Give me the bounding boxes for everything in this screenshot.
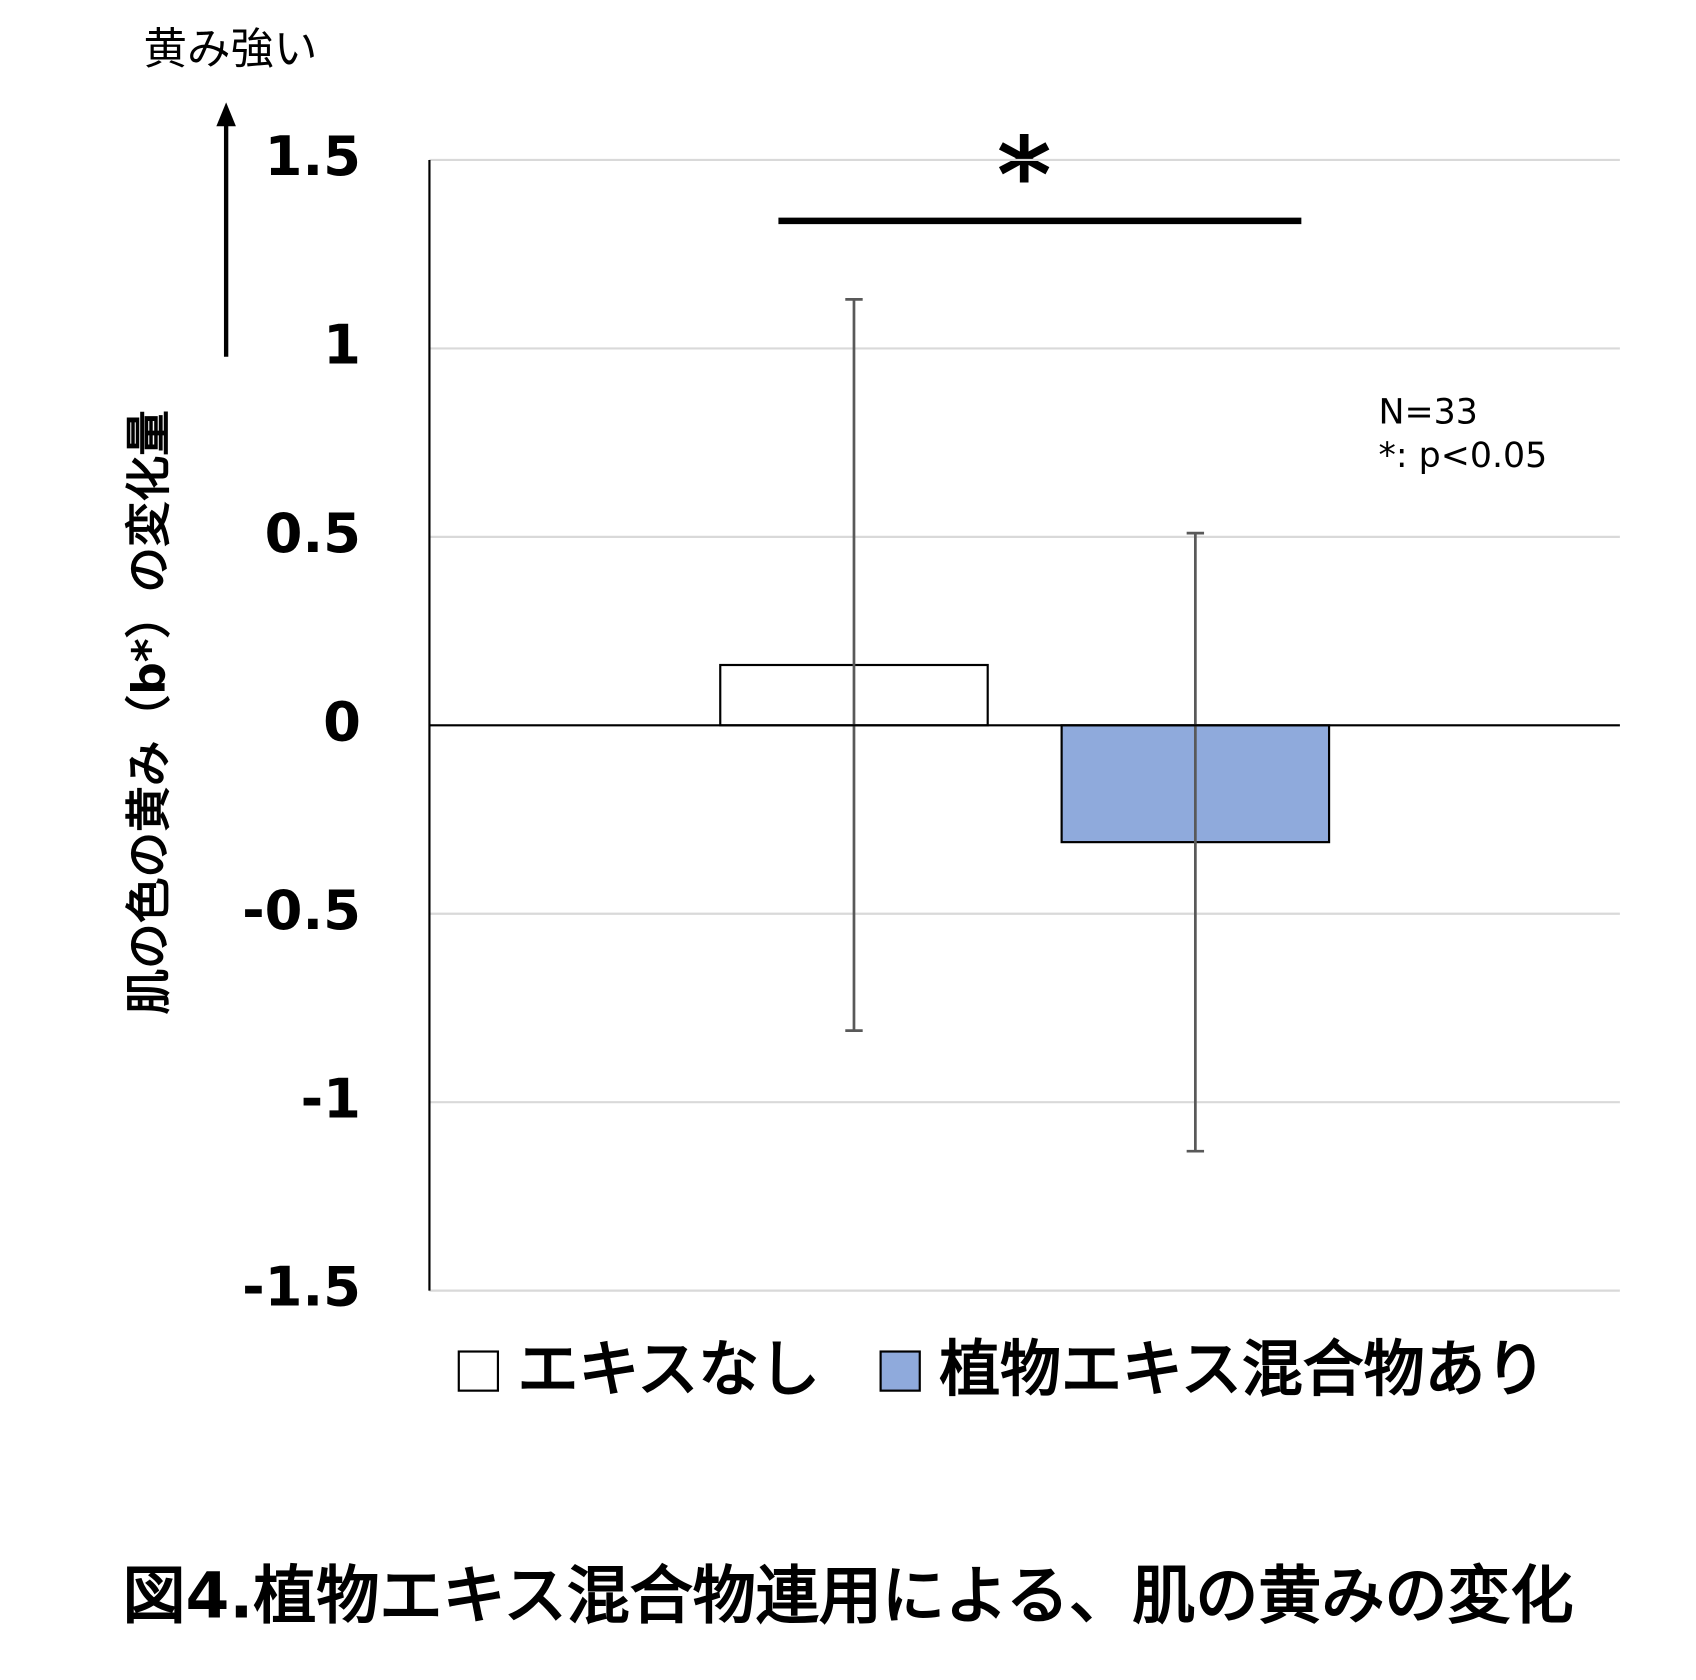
legend-swatch bbox=[457, 1350, 500, 1392]
y-tick-label: 0.5 bbox=[265, 502, 361, 565]
note: *: p<0.05 bbox=[1379, 436, 1548, 476]
legend-swatch bbox=[879, 1350, 921, 1392]
direction-label: 黄み強い bbox=[144, 25, 318, 75]
legend-label: 植物エキス混合物あり bbox=[939, 1334, 1546, 1405]
y-tick-label: -1.5 bbox=[242, 1256, 361, 1319]
legend-label: エキスなし bbox=[517, 1334, 820, 1405]
y-tick-label: 0 bbox=[323, 690, 361, 753]
note: N=33 bbox=[1379, 392, 1478, 432]
chart-title: 図4.植物エキス混合物連用による、肌の黄みの変化 bbox=[122, 1559, 1573, 1633]
y-tick-label: 1 bbox=[323, 314, 361, 377]
y-tick-label: 1.5 bbox=[265, 125, 361, 188]
y-tick-label: -1 bbox=[301, 1067, 361, 1130]
direction-arrow-head bbox=[216, 102, 236, 127]
y-tick-label: -0.5 bbox=[242, 879, 361, 942]
significance-mark: * bbox=[997, 115, 1052, 237]
y-axis-label: 肌の色の黄み（b*）の変化量 bbox=[123, 410, 176, 1014]
